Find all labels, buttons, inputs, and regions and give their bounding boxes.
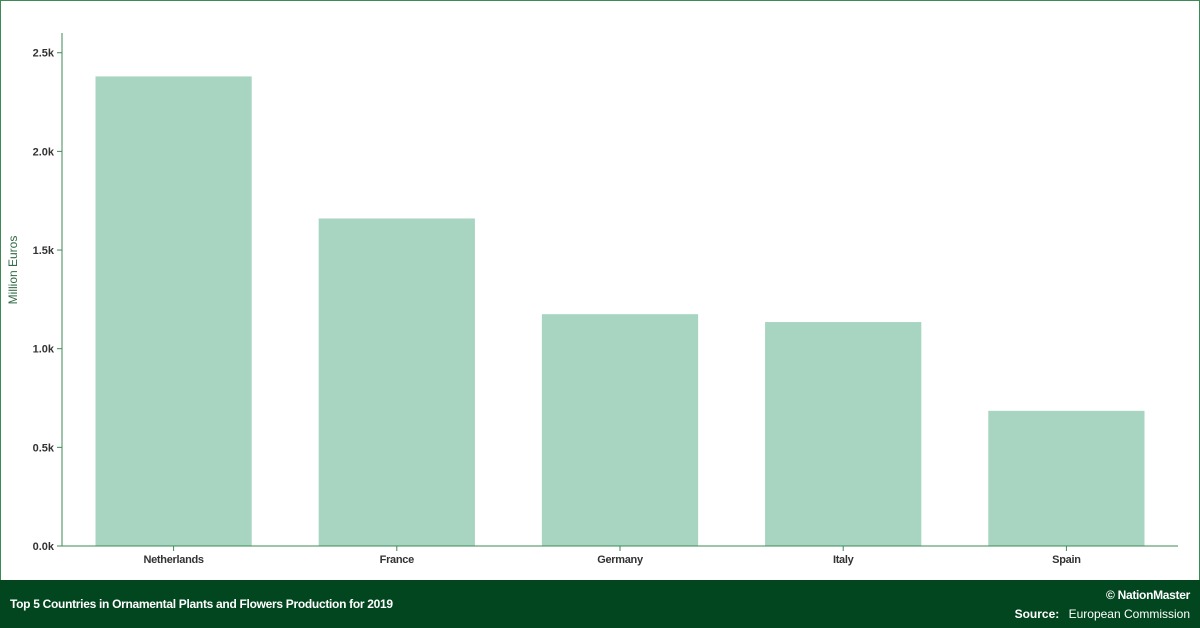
chart-title: Top 5 Countries in Ornamental Plants and… <box>10 597 393 611</box>
y-tick-label: 0.0k <box>33 541 55 553</box>
x-tick-label: Netherlands <box>143 554 203 566</box>
bar-chart: Netherlands France Germany Italy Spain 0.0k 0.… <box>6 33 1178 566</box>
bar-france <box>318 218 475 546</box>
y-tick-label: 1.5k <box>33 245 55 257</box>
source-label: Source: <box>1014 607 1060 621</box>
bars-layer <box>95 76 1145 547</box>
x-tick-label: Italy <box>833 554 855 566</box>
footer-bar: Top 5 Countries in Ornamental Plants and… <box>0 580 1200 628</box>
y-axis-title: Million Euros <box>6 236 20 305</box>
source-line: Source: European Commission <box>1015 607 1190 621</box>
source-value: European Commission <box>1068 607 1190 621</box>
x-tick-label: France <box>380 554 414 566</box>
bar-netherlands <box>95 76 252 547</box>
y-tick-label: 0.5k <box>33 442 55 454</box>
x-tick-label: Germany <box>597 554 644 566</box>
brand-credit: © NationMaster <box>1106 588 1190 602</box>
y-tick-label: 2.0k <box>33 146 55 158</box>
bar-germany <box>541 314 699 546</box>
bar-italy <box>765 322 922 546</box>
x-tick-label: Spain <box>1052 554 1081 566</box>
y-tick-label: 1.0k <box>33 344 55 356</box>
y-tick-label: 2.5k <box>33 48 55 60</box>
axes-layer: Netherlands France Germany Italy Spain 0.0k 0.… <box>33 33 1178 566</box>
bar-spain <box>988 410 1145 546</box>
